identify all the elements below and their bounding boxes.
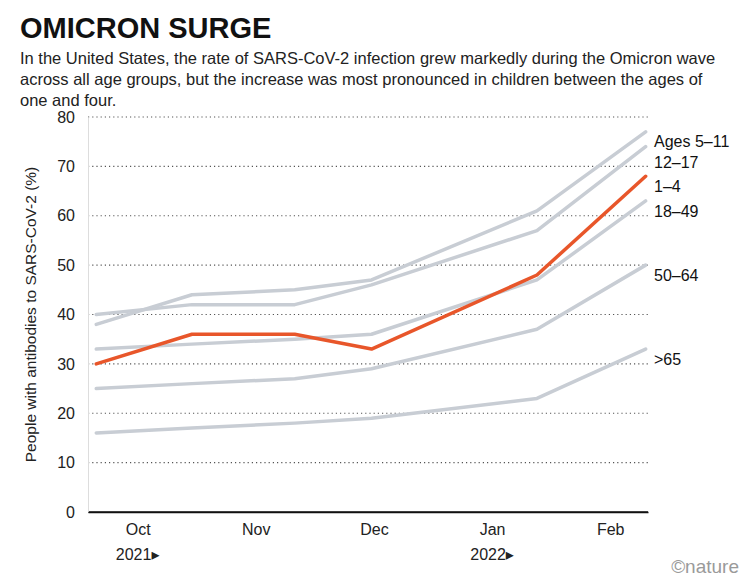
title: OMICRON SURGE (20, 12, 271, 44)
x-axis: Oct Nov Dec Jan Feb (89, 512, 649, 538)
y-tick: 20 (57, 405, 88, 422)
y-tick-label: 0 (66, 504, 75, 521)
series-line (96, 201, 645, 349)
legend: Ages 5–11 12–17 1–4 18–49 50–64 >65 (654, 133, 729, 367)
y-tick: 70 (57, 158, 88, 175)
y-tick-label: 80 (57, 109, 75, 126)
y-tick-label: 70 (57, 158, 75, 175)
x-tick-label: Nov (242, 521, 270, 538)
y-tick-label: 30 (57, 355, 75, 372)
x-tick: Oct (126, 512, 151, 538)
y-tick-label: 40 (57, 306, 75, 323)
year-label: 2022▸ (470, 546, 514, 563)
x-tick-label: Oct (126, 521, 151, 538)
grid-line (88, 363, 648, 364)
series-label: 18–49 (654, 203, 699, 220)
y-tick-label: 10 (57, 454, 75, 471)
series-line (96, 349, 645, 433)
x-tick-label: Dec (360, 521, 388, 538)
year-label: 2021▸ (116, 546, 160, 563)
y-axis-line (88, 118, 89, 513)
y-tick: 30 (57, 355, 88, 372)
y-axis-title: People with antibodies to SARS-CoV-2 (%) (22, 167, 39, 463)
grid-line (88, 511, 648, 513)
series-line (96, 132, 645, 325)
x-tick: Dec (360, 512, 388, 538)
grid-line (88, 462, 648, 463)
grid (88, 117, 648, 512)
y-tick: 0 (66, 504, 88, 521)
series-label: >65 (654, 351, 681, 368)
series-label: Ages 5–11 (654, 133, 729, 150)
grid-line (88, 265, 648, 266)
x-tick: Feb (597, 512, 625, 538)
lines (96, 132, 645, 433)
grid-line (88, 116, 648, 117)
chart: OMICRON SURGE In the United States, the r… (0, 0, 751, 583)
x-tick: Nov (242, 512, 270, 538)
series-line (96, 176, 645, 364)
subtitle: In the United States, the rate of SARS-C… (20, 49, 715, 109)
y-tick: 10 (57, 454, 88, 471)
x-tick: Jan (480, 512, 506, 538)
y-axis: 0 10 20 30 40 50 60 70 80 (57, 109, 88, 521)
series-label: 12–17 (654, 154, 699, 171)
grid-line (88, 215, 648, 216)
grid-line (88, 166, 648, 167)
y-tick: 60 (57, 207, 88, 224)
y-tick-label: 50 (57, 257, 75, 274)
series-label: 1–4 (654, 178, 681, 195)
y-tick: 80 (57, 109, 88, 126)
series-label: 50–64 (654, 267, 699, 284)
y-tick: 50 (57, 257, 88, 274)
x-tick-label: Feb (597, 521, 625, 538)
y-tick: 40 (57, 306, 88, 323)
annotations: 2021▸ 2022▸ (116, 546, 514, 563)
x-tick-label: Jan (480, 521, 506, 538)
series-line (96, 147, 645, 315)
series-line (96, 265, 645, 388)
x-axis-line (89, 512, 649, 514)
source: ©nature (671, 556, 739, 577)
y-tick-label: 20 (57, 405, 75, 422)
y-tick-label: 60 (57, 207, 75, 224)
grid-line (88, 413, 648, 414)
